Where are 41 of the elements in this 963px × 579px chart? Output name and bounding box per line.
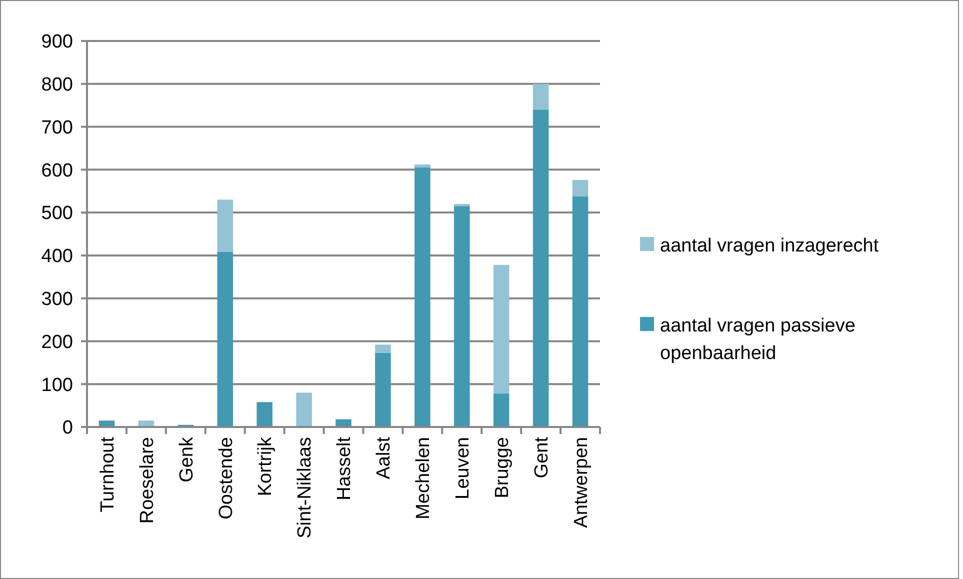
x-tick-label: Mechelen — [413, 437, 434, 520]
bar — [217, 252, 234, 427]
y-tick-label: 500 — [41, 203, 73, 224]
x-tick-label: Leuven — [452, 437, 474, 500]
bar — [414, 168, 430, 427]
bar — [532, 110, 549, 427]
x-tick-label: Brugge — [492, 437, 513, 498]
y-tick-label: 100 — [41, 374, 73, 396]
bar — [296, 392, 312, 427]
bar — [375, 352, 391, 427]
y-tick-label: 600 — [41, 160, 73, 182]
bar — [454, 206, 470, 427]
y-tick-label: 400 — [41, 246, 73, 268]
x-tick-label: Antwerpen — [570, 437, 592, 528]
y-tick-label: 300 — [41, 288, 73, 310]
x-tick-label: Kortrijk — [255, 436, 276, 496]
y-tick-label: 0 — [62, 418, 73, 439]
x-tick-label: Genk — [176, 436, 198, 482]
bar — [454, 204, 470, 206]
bar — [532, 84, 549, 110]
bar — [375, 344, 391, 353]
y-tick-label: 800 — [41, 74, 73, 96]
x-tick-label: Gent — [531, 436, 552, 478]
legend-label: aantal vragen inzagerecht — [660, 236, 880, 257]
y-tick-label: 200 — [41, 332, 73, 353]
y-tick-label: 900 — [41, 32, 73, 53]
x-tick-label: Sint-Niklaas — [294, 437, 316, 538]
bar — [493, 394, 510, 427]
x-tick-label: Hasselt — [334, 436, 356, 500]
x-tick-label: Oostende — [216, 437, 237, 520]
x-tick-label: Roeselare — [136, 437, 158, 524]
y-tick-label: 700 — [41, 117, 73, 138]
bar — [256, 402, 272, 427]
bar — [572, 196, 588, 427]
bar — [493, 264, 510, 394]
bar — [217, 200, 234, 252]
bar — [572, 180, 588, 196]
x-tick-label: Turnhout — [97, 436, 118, 512]
legend-label: aantal vragen passieve openbaarheid — [660, 316, 856, 364]
x-tick-label: Aalst — [374, 436, 395, 480]
bar — [414, 164, 430, 168]
